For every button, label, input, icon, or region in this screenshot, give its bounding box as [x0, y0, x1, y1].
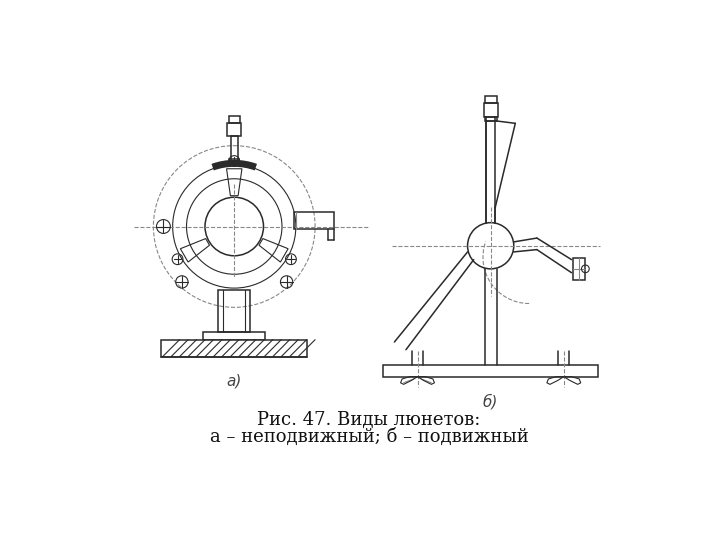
Bar: [161, 340, 307, 356]
Bar: [294, 212, 334, 229]
Bar: [383, 365, 598, 377]
Bar: [573, 258, 585, 280]
Bar: [229, 117, 240, 123]
Bar: [229, 159, 239, 165]
Text: б): б): [483, 394, 498, 409]
Text: а – неподвижный; б – подвижный: а – неподвижный; б – подвижный: [210, 428, 528, 447]
Bar: [485, 96, 497, 103]
Text: Рис. 47. Виды люнетов:: Рис. 47. Виды люнетов:: [257, 411, 481, 429]
Bar: [204, 332, 265, 340]
Bar: [484, 103, 498, 117]
Bar: [485, 117, 497, 121]
Bar: [218, 289, 251, 332]
Text: а): а): [227, 374, 242, 389]
Bar: [228, 123, 241, 136]
